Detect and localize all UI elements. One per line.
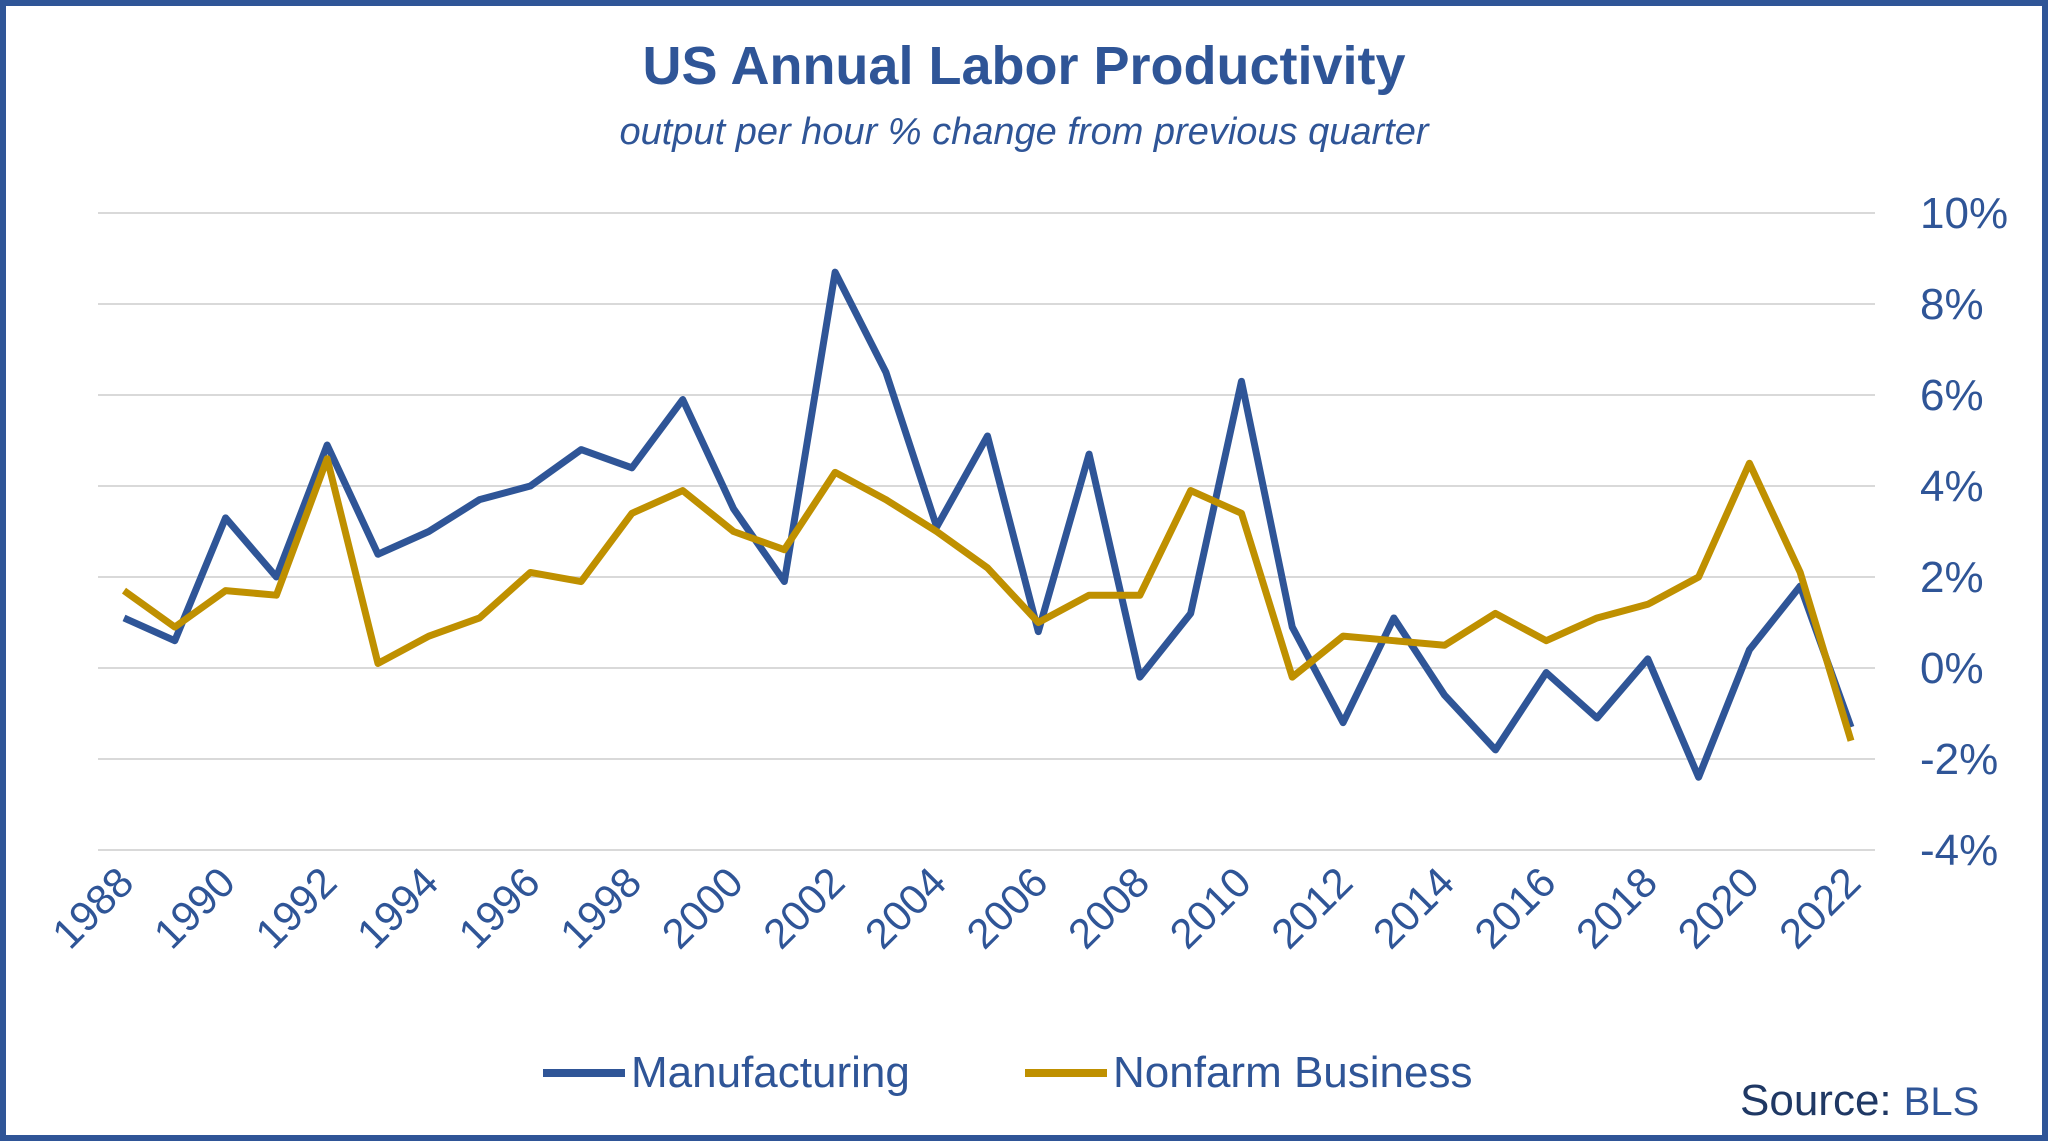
y-tick-label: -2% <box>1920 735 1998 784</box>
x-tick-label: 1996 <box>449 858 548 957</box>
x-tick-label: 2008 <box>1059 858 1158 957</box>
y-tick-label: 10% <box>1920 189 2008 238</box>
chart-subtitle: output per hour % change from previous q… <box>619 111 1429 153</box>
x-tick-label: 1994 <box>348 858 447 957</box>
y-tick-label: 4% <box>1920 462 1984 511</box>
x-tick-label: 1990 <box>145 858 244 957</box>
y-tick-label: 2% <box>1920 553 1984 602</box>
legend: Manufacturing Nonfarm Business <box>543 1048 1472 1097</box>
x-tick-label: 2000 <box>653 858 752 957</box>
x-tick-label: 1998 <box>551 858 650 957</box>
series-line-nonfarm-business <box>121 455 1855 742</box>
x-tick-label: 2006 <box>957 858 1056 957</box>
x-tick-label: 2020 <box>1668 858 1767 957</box>
x-tick-label: 2012 <box>1262 858 1361 957</box>
y-tick-label: -4% <box>1920 826 1998 875</box>
series-line-manufacturing <box>122 268 1855 781</box>
x-tick-label: 2002 <box>754 858 853 957</box>
legend-label: Manufacturing <box>631 1048 910 1097</box>
x-tick-label: 2014 <box>1364 858 1463 957</box>
source-label: Source: BLS <box>1740 1076 1979 1125</box>
source-value: BLS <box>1904 1080 1980 1124</box>
y-tick-label: 0% <box>1920 644 1984 693</box>
chart-title: US Annual Labor Productivity <box>642 36 1405 96</box>
x-tick-label: 2010 <box>1161 858 1260 957</box>
x-tick-label: 1992 <box>246 858 345 957</box>
legend-label: Nonfarm Business <box>1113 1048 1472 1097</box>
y-tick-label: 6% <box>1920 371 1984 420</box>
x-tick-label: 2022 <box>1770 858 1869 957</box>
x-tick-label: 2004 <box>856 858 955 957</box>
source-label-text: Source: <box>1740 1076 1892 1125</box>
x-tick-label: 2016 <box>1465 858 1564 957</box>
x-tick-label: 2018 <box>1567 858 1666 957</box>
x-tick-label: 1988 <box>43 858 142 957</box>
y-tick-label: 8% <box>1920 280 1984 329</box>
